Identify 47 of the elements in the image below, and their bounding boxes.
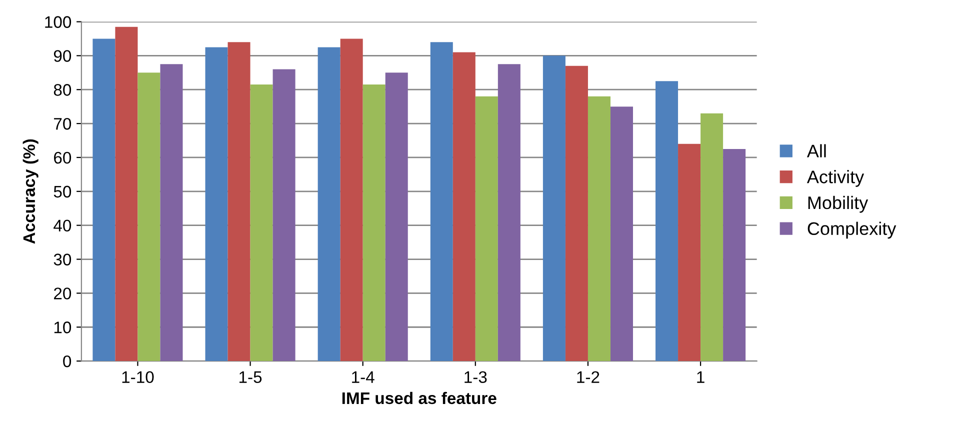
y-axis-title: Accuracy (%) [22, 139, 38, 244]
bar [723, 148, 746, 362]
bar [272, 69, 296, 362]
y-tick-label: 80 [54, 84, 72, 96]
legend-label: Mobility [808, 196, 868, 213]
bar [565, 66, 588, 362]
y-tick-label: 100 [45, 16, 72, 28]
y-tick-label: 90 [54, 50, 72, 62]
y-tick-label: 20 [54, 288, 72, 300]
bar [452, 52, 476, 362]
bar [475, 96, 498, 362]
y-tick-label: 40 [54, 220, 72, 232]
x-tick-label: 1-4 [352, 371, 374, 383]
y-tick-label: 70 [54, 118, 72, 130]
y-tick-label: 0 [63, 355, 72, 368]
legend-label: Complexity [808, 222, 896, 239]
bar [318, 47, 340, 362]
x-axis-title: IMF used as feature [342, 392, 496, 404]
bar [138, 72, 160, 362]
bar [205, 47, 228, 362]
bar [610, 106, 633, 362]
bar [160, 64, 183, 362]
bar [588, 96, 610, 362]
bar [700, 113, 724, 362]
y-tick-label: 60 [54, 152, 72, 164]
x-tick-label: 1-2 [577, 371, 600, 383]
x-tick-label: 1-10 [122, 371, 154, 384]
x-tick-label: 1 [697, 371, 704, 383]
bar [498, 64, 520, 362]
bar [385, 72, 408, 362]
legend-label: All [806, 144, 826, 158]
bar [542, 56, 566, 362]
y-tick-label: 10 [54, 322, 72, 334]
y-tick-label: 50 [54, 186, 72, 198]
bar [430, 42, 453, 362]
bar [678, 144, 701, 362]
bar [362, 84, 386, 362]
bar [340, 38, 363, 362]
x-tick-label: 1-5 [240, 371, 262, 384]
legend-label: Activity [806, 170, 864, 187]
bar [250, 84, 273, 362]
bar [656, 81, 678, 362]
bar [228, 42, 250, 362]
bar [115, 26, 138, 362]
x-tick-label: 1-3 [464, 371, 487, 384]
bar [92, 38, 116, 362]
y-tick-label: 30 [54, 254, 72, 266]
